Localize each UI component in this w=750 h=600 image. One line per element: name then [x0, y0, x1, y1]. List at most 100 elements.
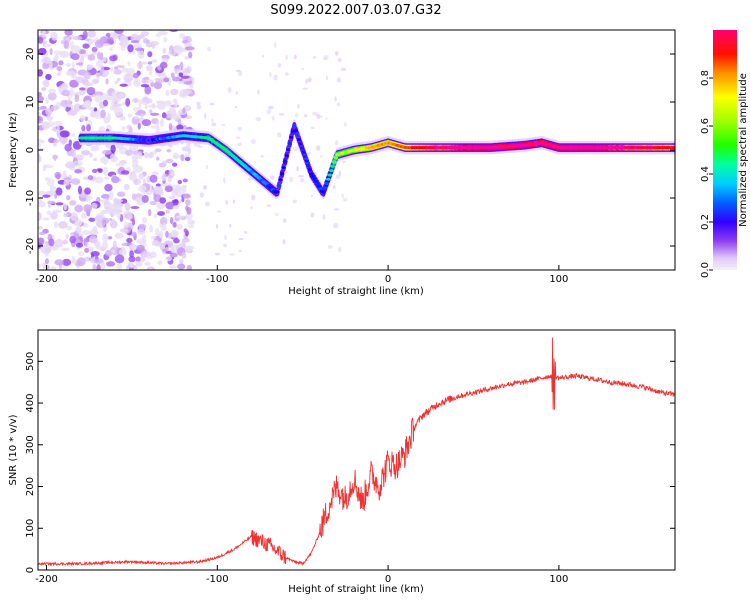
noise-speck — [48, 88, 57, 94]
noise-speck — [301, 67, 305, 71]
x-tick-label: -100 — [206, 274, 229, 285]
noise-speck — [102, 72, 109, 76]
noise-speck — [172, 221, 177, 228]
noise-speck — [38, 36, 44, 44]
spectrum-ridge-segment — [299, 146, 305, 150]
noise-speck — [168, 123, 173, 131]
noise-speck — [151, 43, 155, 50]
noise-speck — [109, 47, 113, 52]
noise-speck — [86, 124, 91, 132]
figure-title: S099.2022.007.03.07.G32 — [270, 3, 441, 18]
noise-speck — [135, 244, 145, 252]
noise-speck — [155, 120, 160, 126]
noise-speck — [179, 258, 184, 264]
noise-speck — [235, 91, 238, 95]
noise-speck — [58, 60, 64, 66]
noise-speck — [237, 142, 243, 147]
noise-speck — [100, 156, 109, 164]
noise-speck — [182, 186, 187, 193]
noise-speck — [147, 61, 153, 65]
noise-speck — [104, 203, 111, 208]
noise-speck — [42, 194, 51, 198]
spectrum-ridge-segment — [330, 164, 335, 168]
noise-speck — [221, 123, 226, 127]
noise-speck — [170, 88, 179, 96]
noise-speck — [92, 225, 98, 235]
noise-speck — [156, 156, 160, 161]
noise-speck — [185, 205, 189, 211]
noise-speck — [129, 261, 134, 269]
noise-speck — [111, 218, 116, 226]
noise-speck — [77, 185, 83, 195]
noise-speck — [63, 177, 72, 181]
noise-speck — [158, 231, 164, 238]
noise-speck — [277, 63, 282, 68]
noise-speck — [229, 223, 232, 228]
noise-speck — [132, 218, 136, 226]
noise-speck — [133, 78, 141, 87]
noise-speck — [185, 199, 191, 206]
noise-speck — [38, 107, 43, 111]
x-tick-label: -100 — [206, 574, 229, 585]
noise-speck — [60, 39, 65, 45]
noise-speck — [53, 154, 57, 162]
noise-speck — [278, 113, 285, 116]
noise-speck — [144, 98, 153, 104]
noise-speck — [250, 139, 257, 144]
noise-speck — [157, 211, 165, 217]
noise-speck — [238, 237, 244, 241]
noise-speck — [90, 202, 98, 209]
noise-speck — [325, 117, 328, 121]
noise-speck — [41, 40, 48, 45]
noise-speck — [86, 86, 96, 96]
noise-speck — [38, 212, 42, 221]
noise-speck — [169, 252, 178, 258]
noise-speck — [119, 228, 129, 233]
noise-speck — [154, 148, 162, 153]
noise-speck — [44, 258, 50, 265]
noise-speck — [310, 194, 314, 198]
noise-speck — [289, 176, 293, 183]
noise-speck — [69, 87, 74, 97]
noise-speck — [170, 72, 175, 79]
noise-speck — [102, 241, 108, 250]
noise-speck — [333, 222, 339, 229]
noise-speck — [323, 57, 327, 61]
noise-speck — [333, 208, 340, 211]
noise-speck — [38, 153, 41, 163]
noise-speck — [127, 61, 131, 66]
spectrum-ridge-segment — [325, 177, 331, 181]
noise-speck — [155, 183, 161, 187]
noise-speck — [205, 164, 209, 170]
noise-speck — [53, 139, 60, 144]
noise-speck — [107, 112, 111, 122]
noise-speck — [211, 118, 214, 123]
noise-speck — [176, 223, 183, 230]
noise-speck — [185, 115, 193, 120]
noise-speck — [149, 200, 157, 206]
noise-speck — [55, 187, 63, 196]
noise-speck — [274, 41, 277, 48]
noise-speck — [65, 161, 75, 169]
noise-speck — [85, 197, 91, 202]
noise-speck — [130, 40, 140, 44]
noise-speck — [83, 204, 93, 213]
spectrum-ridge-segment — [671, 146, 675, 150]
noise-speck — [292, 146, 299, 151]
noise-speck — [38, 225, 43, 230]
noise-speck — [204, 112, 207, 119]
spectrum-ridge-segment — [324, 182, 329, 186]
noise-speck — [320, 155, 323, 158]
noise-speck — [85, 100, 92, 108]
noise-speck — [121, 170, 130, 175]
noise-speck — [89, 152, 93, 158]
noise-speck — [114, 254, 125, 264]
noise-speck — [127, 44, 134, 53]
noise-speck — [175, 215, 185, 219]
spectrum-ridge-segment — [284, 154, 289, 158]
colorbar-tick-label: 0.0 — [700, 262, 711, 278]
noise-speck — [82, 30, 88, 39]
noise-speck — [71, 148, 77, 158]
noise-speck — [168, 49, 177, 56]
